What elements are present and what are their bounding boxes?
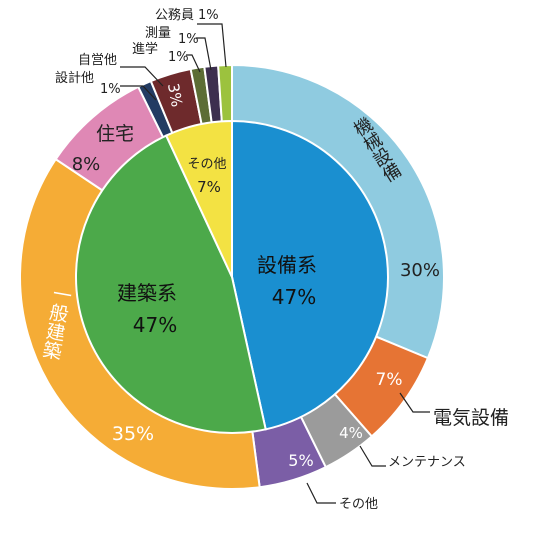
- label-shingaku: 進学: [132, 41, 158, 57]
- inner-slice-2: [164, 119, 233, 278]
- leader-shingaku: [186, 54, 201, 73]
- inner-slice-1: [75, 134, 267, 434]
- label-outer-other-value: 5%: [288, 451, 313, 470]
- label-sekkei-value: 1%: [100, 82, 121, 97]
- label-maintenance-value: 4%: [339, 424, 363, 442]
- leader-lines: [120, 23, 430, 504]
- label-sokuryo: 測量: [145, 26, 171, 41]
- label-sokuryo-value: 1%: [178, 32, 199, 47]
- label-outer-other: その他: [339, 497, 378, 512]
- label-inner-other-value: 7%: [197, 178, 221, 196]
- label-denki-setsubi-value: 7%: [376, 370, 403, 390]
- label-kikai-setsubi-value: 30%: [400, 260, 440, 281]
- label-jutaku-value: 8%: [72, 154, 101, 175]
- label-jiei: 自営他: [78, 53, 117, 68]
- leader-outer-other: [306, 482, 336, 504]
- leader-komuin: [197, 23, 227, 68]
- leader-sokuryo: [196, 37, 212, 71]
- leader-denki: [399, 392, 430, 413]
- label-jiei-value: 3%: [164, 82, 186, 109]
- label-sekkei: 設計他: [55, 70, 94, 86]
- label-denki-setsubi: 電気設備: [433, 407, 509, 429]
- label-inner-other: その他: [187, 157, 226, 172]
- inner-pie: [75, 119, 389, 434]
- label-setsubikei: 設備系: [257, 253, 317, 277]
- label-maintenance: メンテナンス: [388, 455, 466, 470]
- label-komuin-value: 1%: [198, 8, 219, 23]
- label-komuin: 公務員: [155, 8, 194, 23]
- label-ippan-kenchiku-value: 35%: [112, 423, 154, 445]
- leader-maintenance: [359, 445, 386, 467]
- leader-sekkei: [120, 85, 157, 101]
- label-shingaku-value: 1%: [168, 50, 189, 65]
- label-kenchikukei: 建築系: [117, 281, 177, 305]
- label-jutaku: 住宅: [96, 123, 134, 145]
- leader-jiei: [120, 66, 164, 87]
- inner-slice-0: [231, 119, 389, 431]
- label-kenchikukei-value: 47%: [133, 313, 177, 337]
- label-setsubikei-value: 47%: [272, 285, 316, 309]
